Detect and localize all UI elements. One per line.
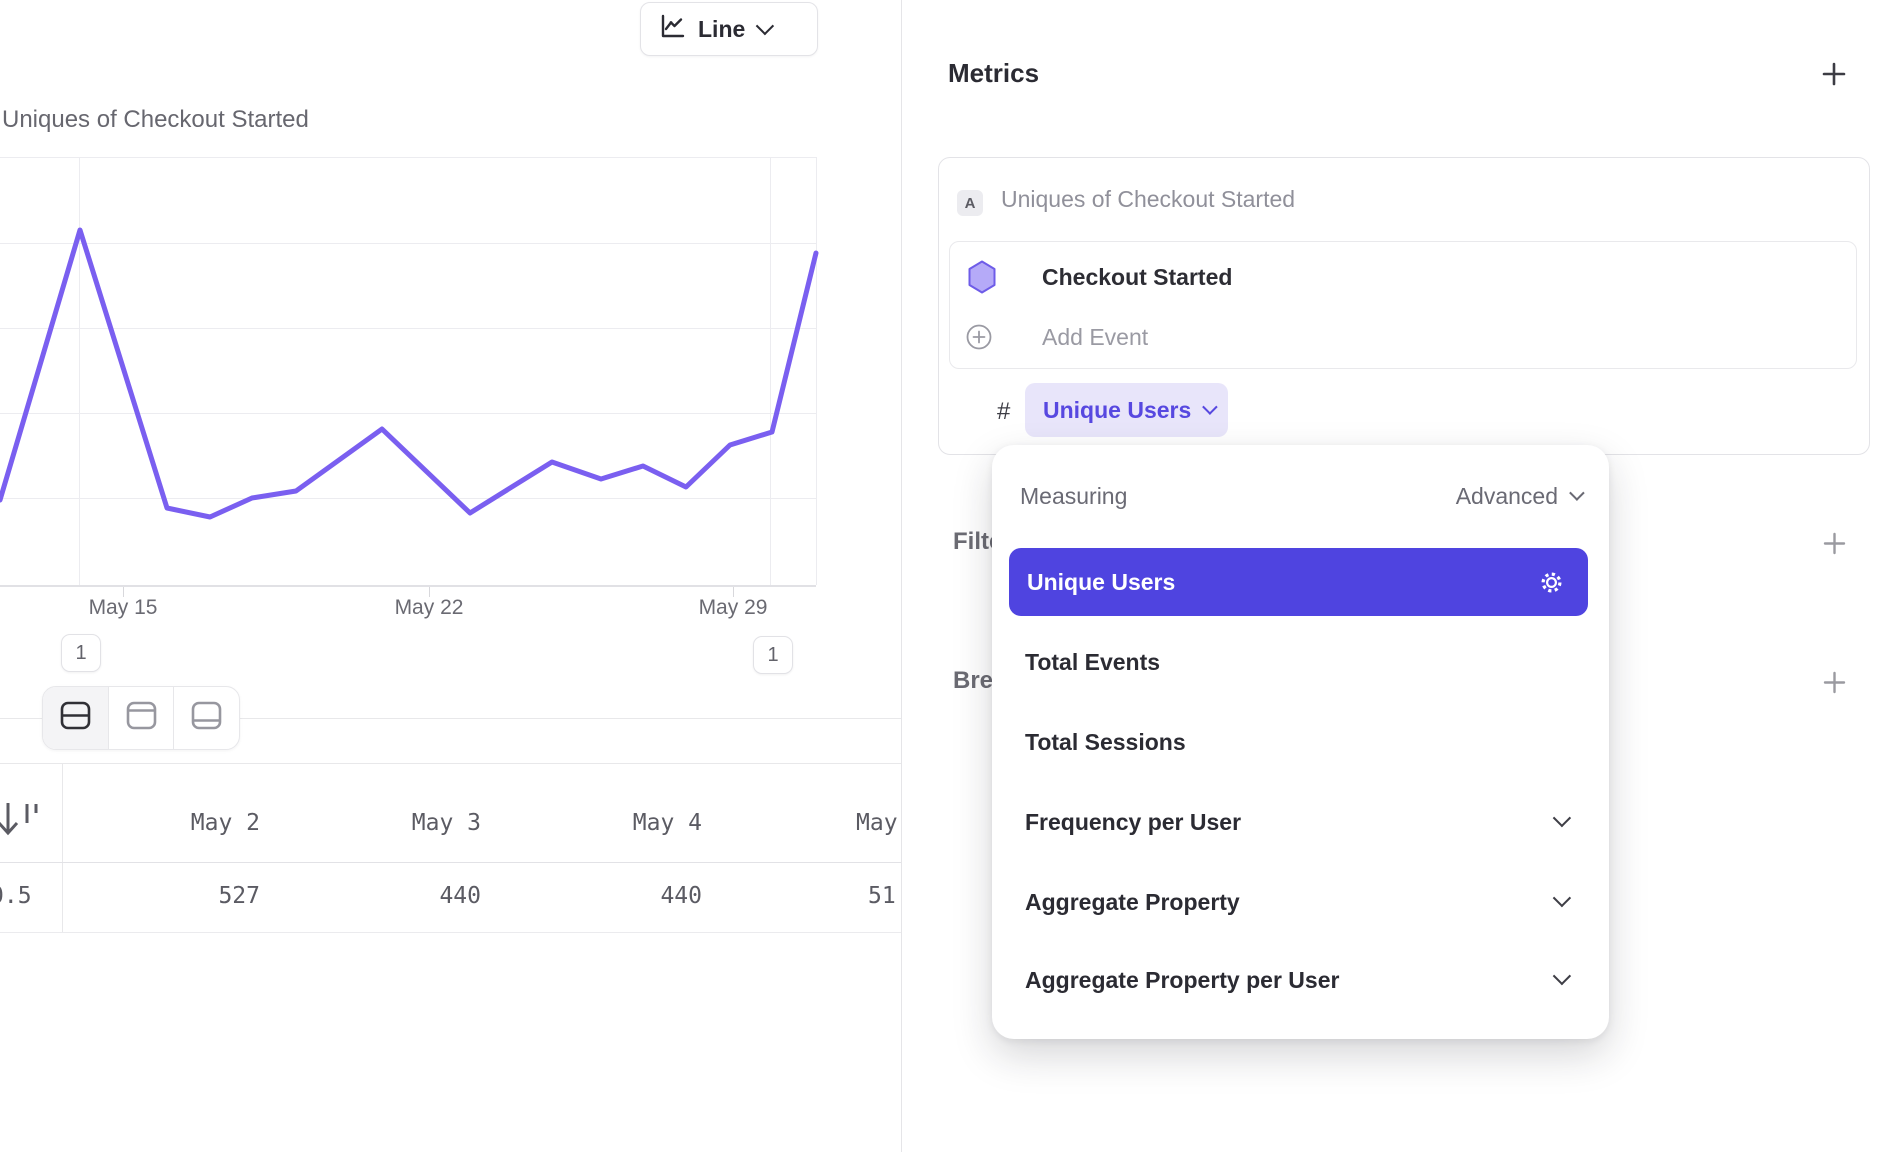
x-tick-label: May 15 [88,596,158,619]
chart-title: Uniques of Checkout Started [2,106,309,133]
add-event-label: Add Event [1042,323,1149,350]
menu-item-unique-users-selected[interactable]: Unique Users [1009,548,1588,616]
top-bar-layout-icon [126,701,157,735]
x-axis-tick [733,587,734,597]
chevron-down-icon [1202,398,1218,415]
metric-title[interactable]: Uniques of Checkout Started [1001,186,1296,212]
menu-item-label: Aggregate Property per User [1025,966,1340,993]
table-cell: 440 [439,883,481,909]
h-gridline [0,157,816,158]
h-gridline [0,413,816,414]
chart-only-view-button[interactable] [107,687,174,749]
line-series[interactable] [0,227,819,520]
v-gridline [770,157,771,585]
menu-item-label: Total Events [1025,648,1161,675]
metrics-section-title: Metrics [948,58,1040,88]
table-column-header[interactable]: May 2 [190,810,260,836]
menu-item-frequency-per-user[interactable]: Frequency per User [992,783,1609,861]
chevron-down-icon [1569,485,1585,501]
annotation-badge[interactable]: 1 [753,636,793,674]
x-axis-tick [123,587,124,597]
table-column-separator [62,763,63,933]
add-metric-button[interactable] [1820,60,1848,88]
h-gridline [0,243,816,244]
chevron-down-icon [756,16,775,36]
menu-item-aggregate-property[interactable]: Aggregate Property [992,863,1609,941]
add-breakdown-button[interactable] [1822,670,1846,694]
plot-area[interactable] [0,157,819,587]
event-row[interactable]: Checkout Started [950,252,1856,302]
add-event-row[interactable]: Add Event [950,312,1856,362]
table-only-view-button[interactable] [173,687,239,749]
table-cell: 440 [660,883,702,909]
chart-panel: Line Uniques of Checkout Started May 15 … [0,0,902,1152]
line-series-svg [0,227,819,520]
split-view-button[interactable] [43,687,108,749]
menu-item-label: Frequency per User [1025,808,1242,835]
measurement-dropdown-chip[interactable]: Unique Users [1025,383,1229,437]
table-column-header[interactable]: May 4 [632,810,702,836]
table-row-label-value: 0.5 [0,883,32,909]
h-gridline [0,498,816,499]
metric-letter-badge: A [957,190,983,216]
metric-card: A Uniques of Checkout Started Checkout S… [938,157,1870,455]
event-card: Checkout Started Add Event [949,241,1857,369]
v-gridline [79,157,80,585]
menu-item-label: Total Sessions [1025,728,1186,755]
view-layout-toggle [42,686,240,750]
chevron-down-icon [1552,808,1572,831]
menu-item-label: Aggregate Property [1025,888,1240,915]
x-tick-label: May 22 [394,596,464,619]
table-header-border [0,862,901,863]
menu-item-total-events[interactable]: Total Events [992,623,1609,701]
advanced-toggle[interactable]: Advanced [1455,483,1585,510]
chart-type-button[interactable]: Line [640,2,818,56]
table-column-header[interactable]: May [856,810,898,836]
table-cell: 51 [868,883,896,909]
v-gridline [816,157,817,585]
menu-item-total-sessions[interactable]: Total Sessions [992,703,1609,781]
table-top-border [0,763,901,764]
bottom-bar-layout-icon [191,701,222,735]
annotation-badge[interactable]: 1 [61,634,101,672]
add-filter-button[interactable] [1822,531,1846,555]
chevron-down-icon [1552,966,1572,989]
table-column-header[interactable]: May 3 [411,810,481,836]
x-axis-tick [429,587,430,597]
chevron-down-icon [1552,888,1572,911]
chart-type-label: Line [698,15,746,42]
measurement-chip-label: Unique Users [1043,396,1192,423]
line-chart-icon [659,13,686,45]
section-divider [0,718,901,719]
table-cell: 527 [218,883,260,909]
split-horizontal-icon [60,701,91,735]
gear-icon[interactable] [1537,568,1566,602]
sort-descending-icon[interactable] [0,800,46,845]
circle-plus-icon [965,323,993,356]
h-gridline [0,328,816,329]
event-name: Checkout Started [1042,263,1233,290]
number-prefix: # [997,398,1011,425]
x-tick-label: May 29 [698,596,768,619]
table-row-border [0,932,901,933]
advanced-label: Advanced [1455,483,1558,509]
menu-item-aggregate-property-per-user[interactable]: Aggregate Property per User [992,941,1609,1019]
measuring-label: Measuring [1020,483,1128,509]
measuring-dropdown: Measuring Advanced Unique Users Total Ev… [992,445,1609,1039]
selected-item-label: Unique Users [1027,568,1176,595]
metrics-panel: Metrics Filters Breakdowns A Uniques of … [902,0,1898,1152]
event-hexagon-icon [967,260,997,299]
